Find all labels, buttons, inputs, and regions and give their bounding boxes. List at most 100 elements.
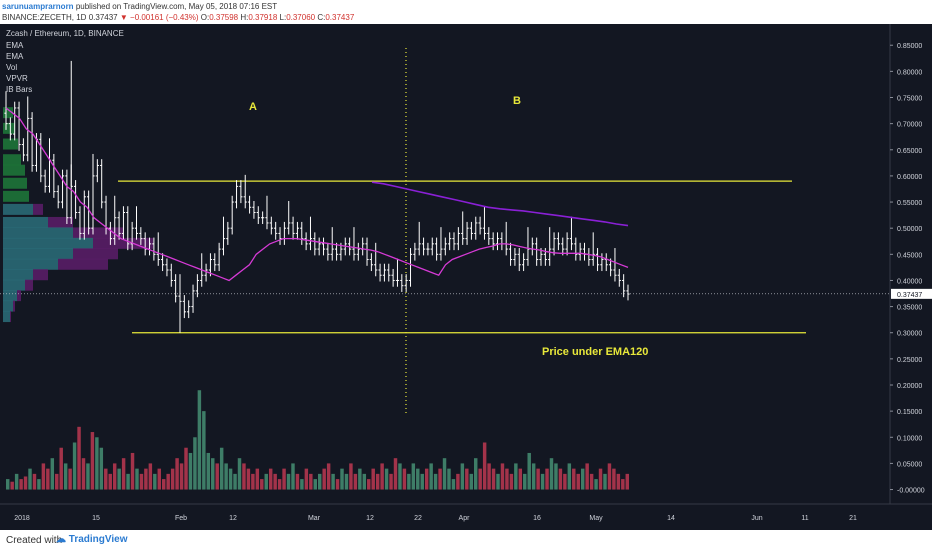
ema-lines <box>5 107 629 282</box>
volume-bar <box>90 432 95 490</box>
volume-bar <box>474 458 478 490</box>
high-value: 0.37918 <box>248 13 278 22</box>
y-tick-label: 0.05000 <box>897 461 922 468</box>
volume-bar <box>407 473 411 490</box>
tradingview-logo[interactable]: ☁ TradingView <box>56 534 128 545</box>
volume-bar <box>487 463 491 490</box>
volume-bar <box>496 473 500 490</box>
vpvr-bar-down <box>33 269 48 281</box>
volume-bar <box>567 463 572 490</box>
volume-bar <box>580 468 585 490</box>
indicator-vpvr[interactable]: VPVR <box>6 74 28 83</box>
last-price-tag-label: 0.37437 <box>897 292 922 299</box>
x-tick-label: 11 <box>801 515 808 522</box>
volume-bar <box>86 463 90 490</box>
volume-bar <box>46 468 50 490</box>
vpvr-bar-up <box>3 311 10 323</box>
volume-bar <box>304 468 309 490</box>
volume-bar <box>607 463 612 490</box>
vpvr-bar-up <box>3 269 33 281</box>
y-tick-label: 0.85000 <box>897 43 922 50</box>
indicator-ema-2[interactable]: EMA <box>6 52 24 61</box>
axes: 0.85000 0.80000 0.75000 0.70000 0.65000 0.600… <box>0 24 932 522</box>
vpvr-bar-up <box>3 258 58 270</box>
chart-title: Zcash / Ethereum, 1D, BINANCE <box>6 29 124 38</box>
volume-bar <box>554 463 558 490</box>
volume-bar <box>28 468 32 490</box>
volume-bar <box>367 479 371 490</box>
volume-bar <box>313 479 317 490</box>
volume-bar <box>63 463 68 490</box>
volume-bars <box>6 390 629 490</box>
volume-bar <box>144 468 148 490</box>
vpvr-bar-down <box>58 258 108 270</box>
brand-text: TradingView <box>68 534 128 545</box>
volume-bar <box>456 473 460 490</box>
volume-bar <box>188 452 193 490</box>
publish-header: sarunuamprarnorn published on TradingVie… <box>0 0 932 24</box>
volume-bar <box>273 473 277 490</box>
x-tick-label: May <box>589 515 603 522</box>
author-link[interactable]: sarunuamprarnorn <box>2 2 74 11</box>
volume-bar <box>402 468 407 490</box>
volume-bar <box>162 479 166 490</box>
indicator-ema-1[interactable]: EMA <box>6 41 24 50</box>
volume-bar <box>563 473 567 490</box>
vpvr-bar-up <box>3 237 93 249</box>
low-value: 0.37060 <box>286 13 316 22</box>
volume-bar <box>41 463 46 490</box>
volume-bar <box>282 468 286 490</box>
indicator-vol[interactable]: Vol <box>6 63 17 72</box>
volume-bar <box>23 476 28 490</box>
volume-bar <box>358 468 362 490</box>
volume-bar <box>531 463 536 490</box>
volume-bar <box>117 468 121 490</box>
y-tick-label: 0.35000 <box>897 305 922 312</box>
volume-bar <box>175 458 179 490</box>
y-tick-label: 0.75000 <box>897 96 922 103</box>
x-tick-label: 21 <box>849 515 857 522</box>
vpvr-profile <box>3 107 153 323</box>
volume-bar <box>179 463 184 490</box>
volume-bar <box>81 458 86 490</box>
volume-bar <box>594 479 598 490</box>
volume-bar <box>148 463 153 490</box>
indicator-ib-bars[interactable]: IB Bars <box>6 85 32 94</box>
volume-bar <box>589 473 594 490</box>
y-tick-label: 0.20000 <box>897 383 922 390</box>
volume-bar <box>95 437 99 490</box>
volume-bar <box>393 458 398 490</box>
volume-bar <box>353 473 358 490</box>
x-tick-label: 2018 <box>14 515 30 522</box>
volume-bar <box>19 479 23 490</box>
vpvr-bar-down <box>73 227 123 239</box>
high-label: H: <box>240 13 249 22</box>
volume-bar <box>625 473 629 490</box>
publish-line: sarunuamprarnorn published on TradingVie… <box>2 1 277 12</box>
volume-bar <box>6 479 10 490</box>
annotation-lines <box>118 48 806 416</box>
volume-bar <box>518 468 523 490</box>
x-tick-label: 14 <box>667 515 675 522</box>
volume-bar <box>211 458 215 490</box>
volume-bar <box>335 479 340 490</box>
volume-bar <box>416 468 420 490</box>
y-tick-label: 0.65000 <box>897 148 922 155</box>
price-chart[interactable]: 0.85000 0.80000 0.75000 0.70000 0.65000 0.600… <box>0 24 932 530</box>
published-text: published on TradingView.com, May 05, 20… <box>75 2 278 11</box>
vpvr-bar-up <box>3 177 27 189</box>
volume-bar <box>482 442 487 490</box>
volume-bar <box>157 468 161 490</box>
vpvr-bar-up <box>3 138 18 150</box>
last-price-tag <box>891 288 932 299</box>
vpvr-bar-up <box>3 279 25 291</box>
volume-bar <box>540 473 545 490</box>
volume-bar <box>251 473 255 490</box>
volume-bar <box>153 473 157 490</box>
chart-area[interactable]: 0.85000 0.80000 0.75000 0.70000 0.65000 0.600… <box>0 24 932 530</box>
volume-bar <box>603 473 607 490</box>
volume-bar <box>121 458 126 490</box>
last-price: 0.37437 <box>88 13 118 22</box>
volume-bar <box>447 468 451 490</box>
volume-bar <box>126 473 130 490</box>
